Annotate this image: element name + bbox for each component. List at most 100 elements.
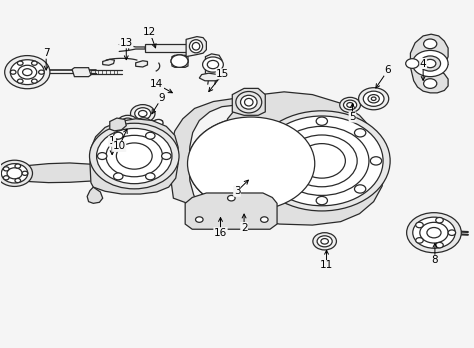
Polygon shape	[232, 88, 265, 115]
Circle shape	[254, 111, 390, 211]
Circle shape	[286, 135, 357, 187]
Circle shape	[10, 70, 16, 74]
Circle shape	[370, 157, 382, 165]
Circle shape	[195, 122, 308, 205]
Circle shape	[188, 117, 315, 210]
Circle shape	[448, 230, 456, 236]
Circle shape	[275, 126, 369, 196]
Circle shape	[3, 167, 9, 171]
Text: 4: 4	[420, 58, 427, 69]
Circle shape	[137, 118, 151, 128]
Polygon shape	[72, 68, 91, 77]
Polygon shape	[185, 193, 277, 229]
Circle shape	[162, 152, 171, 159]
Circle shape	[344, 100, 357, 110]
Circle shape	[412, 50, 448, 77]
Circle shape	[278, 185, 289, 193]
Circle shape	[363, 91, 384, 106]
Circle shape	[355, 185, 366, 193]
Polygon shape	[220, 92, 385, 225]
Polygon shape	[205, 54, 222, 76]
Circle shape	[10, 60, 44, 85]
Text: 15: 15	[216, 69, 229, 79]
Circle shape	[106, 135, 163, 177]
Circle shape	[246, 123, 256, 130]
Circle shape	[416, 238, 423, 243]
Circle shape	[171, 55, 188, 67]
Circle shape	[246, 197, 256, 204]
Circle shape	[5, 56, 50, 89]
Circle shape	[261, 116, 383, 206]
Circle shape	[316, 196, 328, 205]
Text: 3: 3	[234, 186, 240, 196]
Circle shape	[416, 222, 423, 228]
Circle shape	[206, 131, 296, 196]
Circle shape	[232, 150, 270, 177]
Circle shape	[114, 173, 123, 180]
Polygon shape	[153, 119, 163, 126]
Circle shape	[121, 118, 134, 128]
Circle shape	[297, 160, 306, 167]
Polygon shape	[103, 60, 115, 65]
Circle shape	[407, 213, 461, 253]
Circle shape	[130, 105, 155, 122]
Text: 12: 12	[143, 27, 156, 38]
Circle shape	[298, 144, 346, 178]
Circle shape	[278, 129, 289, 137]
Circle shape	[207, 61, 219, 69]
Circle shape	[135, 108, 151, 119]
Circle shape	[321, 239, 328, 244]
Ellipse shape	[245, 98, 253, 106]
Text: 13: 13	[119, 38, 133, 48]
Polygon shape	[128, 46, 145, 50]
Circle shape	[175, 58, 184, 65]
Circle shape	[117, 115, 138, 130]
Circle shape	[262, 157, 273, 165]
Circle shape	[425, 60, 436, 68]
Circle shape	[18, 79, 23, 83]
Circle shape	[15, 164, 20, 168]
Circle shape	[196, 160, 205, 167]
Circle shape	[196, 217, 203, 222]
Circle shape	[18, 65, 36, 79]
Text: 7: 7	[43, 48, 49, 58]
Circle shape	[15, 179, 20, 183]
Circle shape	[138, 110, 147, 117]
Circle shape	[413, 217, 455, 248]
Circle shape	[358, 88, 389, 110]
Polygon shape	[199, 73, 220, 81]
Circle shape	[424, 79, 437, 88]
Circle shape	[347, 103, 354, 108]
Circle shape	[146, 173, 155, 180]
Text: 14: 14	[150, 79, 164, 89]
Circle shape	[313, 233, 337, 250]
Text: 6: 6	[384, 65, 391, 76]
Circle shape	[420, 56, 440, 71]
Circle shape	[282, 134, 292, 141]
Text: 5: 5	[349, 112, 356, 122]
Circle shape	[220, 141, 282, 186]
Circle shape	[23, 69, 32, 76]
Circle shape	[22, 171, 28, 175]
Circle shape	[406, 59, 419, 68]
Circle shape	[420, 222, 448, 243]
Circle shape	[317, 236, 332, 247]
Circle shape	[202, 57, 223, 72]
Text: 10: 10	[113, 141, 126, 151]
Circle shape	[154, 119, 163, 126]
Circle shape	[171, 55, 188, 67]
Circle shape	[97, 128, 172, 184]
Polygon shape	[136, 61, 147, 67]
Circle shape	[7, 168, 22, 179]
Circle shape	[140, 120, 147, 126]
Polygon shape	[87, 187, 103, 203]
Circle shape	[0, 160, 33, 187]
Circle shape	[261, 217, 268, 222]
Circle shape	[424, 39, 437, 49]
Polygon shape	[145, 44, 189, 53]
Circle shape	[3, 176, 9, 180]
Circle shape	[1, 164, 28, 183]
Ellipse shape	[192, 42, 200, 50]
Ellipse shape	[190, 40, 202, 53]
Text: 11: 11	[320, 261, 333, 270]
